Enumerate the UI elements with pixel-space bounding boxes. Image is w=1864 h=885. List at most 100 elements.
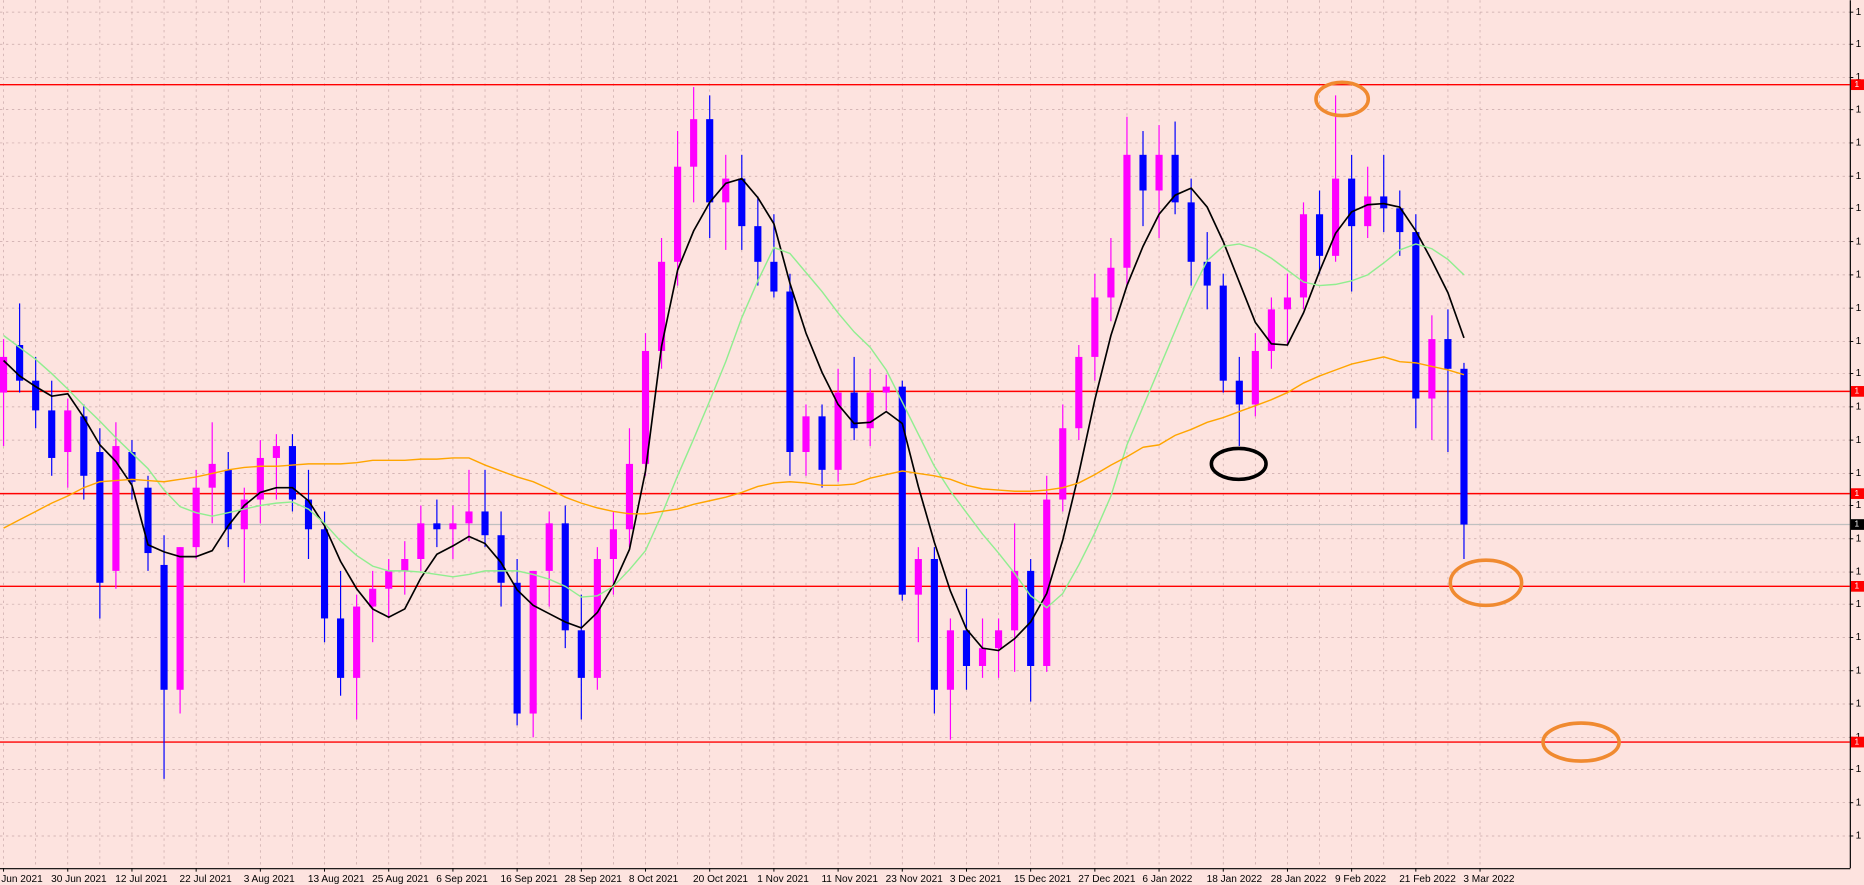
y-tick-label: 1 <box>1856 171 1862 182</box>
x-tick-label: 22 Jul 2021 <box>180 874 233 885</box>
candle-body <box>1460 368 1468 525</box>
x-tick-label: 6 Jan 2022 <box>1142 874 1192 885</box>
candle-body <box>1299 214 1308 298</box>
candle-body <box>369 588 377 607</box>
x-tick-label: 3 Mar 2022 <box>1463 874 1514 885</box>
candle-body <box>128 452 136 482</box>
x-tick-label: 3 Aug 2021 <box>244 874 295 885</box>
level-tag-label: 1 <box>1854 386 1859 396</box>
candle-body <box>0 356 8 393</box>
candle-body <box>946 630 954 690</box>
y-tick-label: 1 <box>1856 435 1862 446</box>
candle-body <box>690 119 698 167</box>
x-tick-label: 3 Dec 2021 <box>950 874 1002 885</box>
candle-body <box>1091 297 1099 357</box>
candle-body <box>1396 208 1404 233</box>
y-tick-label: 1 <box>1856 39 1862 50</box>
candle-body <box>1043 499 1051 666</box>
candle-body <box>417 523 425 559</box>
candle-body <box>754 226 762 262</box>
x-tick-label: Jun 2021 <box>1 874 43 885</box>
candle-body <box>962 630 971 666</box>
candle-body <box>1332 178 1340 256</box>
candle-body <box>256 457 264 500</box>
candle-body <box>722 178 730 203</box>
candle-body <box>144 487 152 554</box>
candle-body <box>1123 154 1131 268</box>
y-tick-label: 1 <box>1856 203 1862 214</box>
candle-body <box>481 511 489 536</box>
candle-body <box>738 178 746 227</box>
y-tick-label: 1 <box>1856 336 1862 347</box>
annotation-ellipse <box>1541 721 1621 763</box>
candle-body <box>337 618 345 678</box>
x-tick-label: 16 Sep 2021 <box>500 874 558 885</box>
y-tick-label: 1 <box>1856 797 1862 808</box>
candle-body <box>401 559 409 571</box>
candle-body <box>818 416 826 470</box>
candle-body <box>561 523 569 631</box>
y-tick-label: 1 <box>1856 303 1862 314</box>
candle-body <box>1075 356 1083 429</box>
candle-body <box>112 446 120 571</box>
y-tick-label: 1 <box>1856 831 1862 842</box>
candle-body <box>304 499 313 530</box>
x-tick-label: 30 Jun 2021 <box>51 874 107 885</box>
annotation-ellipse <box>1448 558 1524 608</box>
y-tick-label: 1 <box>1856 468 1862 479</box>
x-tick-label: 9 Feb 2022 <box>1335 874 1386 885</box>
x-tick-label: 8 Oct 2021 <box>629 874 679 885</box>
candle-body <box>497 535 505 583</box>
current-price-label: 1 <box>1854 519 1859 529</box>
y-tick-label: 1 <box>1856 72 1862 83</box>
candle-body <box>1011 570 1019 631</box>
candle-body <box>192 487 200 548</box>
annotation-ellipse <box>1314 80 1371 118</box>
level-tag <box>1850 79 1864 91</box>
candle-body <box>866 392 874 429</box>
candle-body <box>1267 309 1275 351</box>
x-tick-label: 28 Jan 2022 <box>1271 874 1327 885</box>
level-tag-label: 1 <box>1854 488 1859 498</box>
y-tick-label: 1 <box>1856 533 1862 544</box>
candle-body <box>1171 154 1179 203</box>
level-tag-label: 1 <box>1854 79 1859 89</box>
y-tick-label: 1 <box>1856 236 1862 247</box>
y-tick-label: 1 <box>1856 764 1862 775</box>
x-tick-label: 15 Dec 2021 <box>1014 874 1072 885</box>
x-tick-label: 12 Jul 2021 <box>115 874 168 885</box>
candle-body <box>593 559 601 678</box>
y-tick-label: 1 <box>1856 500 1862 511</box>
y-tick-label: 1 <box>1856 665 1862 676</box>
level-tag <box>1850 386 1864 397</box>
level-tag <box>1850 488 1864 499</box>
candle-body <box>1380 196 1388 209</box>
candle-body <box>609 529 617 559</box>
y-tick-label: 1 <box>1856 599 1862 610</box>
x-tick-label: 18 Jan 2022 <box>1207 874 1263 885</box>
candle-body <box>353 606 361 678</box>
x-tick-label: 11 Nov 2021 <box>821 874 878 885</box>
candle-body <box>272 446 280 458</box>
candle-body <box>641 350 650 464</box>
candle-body <box>545 523 553 571</box>
candle-body <box>1364 196 1372 227</box>
indicator-line <box>3 243 1465 609</box>
candle-body <box>433 523 441 530</box>
level-tag-label: 1 <box>1854 581 1859 591</box>
candle-body <box>1348 178 1356 227</box>
candle-body <box>160 564 168 690</box>
candle-body <box>770 261 778 292</box>
x-tick-label: 21 Feb 2022 <box>1399 874 1456 885</box>
candle-body <box>1283 297 1292 310</box>
candle-body <box>1203 261 1211 286</box>
y-tick-label: 1 <box>1856 402 1862 413</box>
candle-body <box>208 463 216 488</box>
candle-body <box>1251 350 1259 405</box>
candle-body <box>1315 214 1324 256</box>
candle-body <box>625 463 634 530</box>
candle-body <box>882 386 890 393</box>
candle-body <box>706 119 714 203</box>
